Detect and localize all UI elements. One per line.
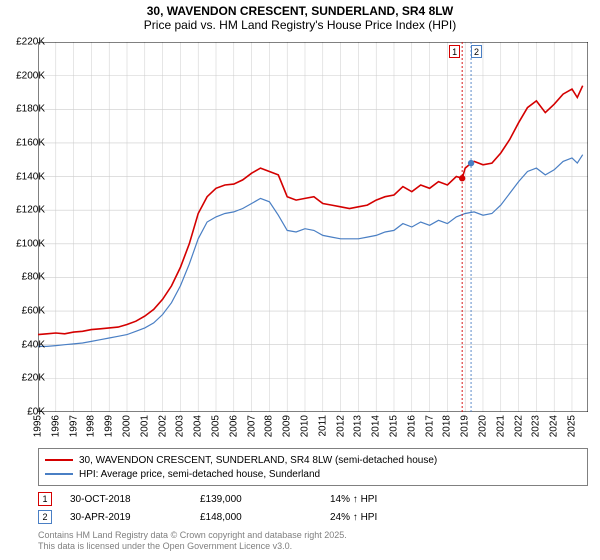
x-tick-label: 2015 xyxy=(388,415,399,437)
x-tick-label: 2006 xyxy=(228,415,239,437)
chart-container: 30, WAVENDON CRESCENT, SUNDERLAND, SR4 8… xyxy=(0,0,600,560)
footer-line: Contains HM Land Registry data © Crown c… xyxy=(38,530,347,541)
y-tick-label: £180K xyxy=(5,104,45,115)
x-tick-label: 2004 xyxy=(193,415,204,437)
x-tick-label: 2003 xyxy=(175,415,186,437)
x-tick-label: 1998 xyxy=(86,415,97,437)
x-tick-label: 2011 xyxy=(317,415,328,437)
x-tick-label: 2008 xyxy=(264,415,275,437)
x-tick-label: 2017 xyxy=(424,415,435,437)
x-tick-label: 2010 xyxy=(299,415,310,437)
x-tick-label: 1996 xyxy=(50,415,61,437)
y-tick-label: £140K xyxy=(5,171,45,182)
y-tick-label: £20K xyxy=(5,373,45,384)
y-tick-label: £160K xyxy=(5,137,45,148)
x-tick-label: 2001 xyxy=(139,415,150,437)
chart-titles: 30, WAVENDON CRESCENT, SUNDERLAND, SR4 8… xyxy=(0,0,600,32)
legend-swatch xyxy=(45,459,73,461)
x-tick-label: 2009 xyxy=(282,415,293,437)
y-tick-label: £100K xyxy=(5,238,45,249)
legend-label: HPI: Average price, semi-detached house,… xyxy=(79,469,320,480)
sale-hpi: 14% ↑ HPI xyxy=(330,494,460,505)
x-tick-label: 2024 xyxy=(549,415,560,437)
x-tick-label: 2021 xyxy=(495,415,506,437)
x-tick-label: 2022 xyxy=(513,415,524,437)
y-tick-label: £200K xyxy=(5,70,45,81)
x-tick-label: 2007 xyxy=(246,415,257,437)
sale-date: 30-APR-2019 xyxy=(70,512,200,523)
sale-price: £148,000 xyxy=(200,512,330,523)
y-tick-label: £80K xyxy=(5,272,45,283)
x-tick-label: 2019 xyxy=(460,415,471,437)
legend-row: 30, WAVENDON CRESCENT, SUNDERLAND, SR4 8… xyxy=(45,453,581,467)
y-tick-label: £60K xyxy=(5,306,45,317)
chart-marker-number: 2 xyxy=(471,45,482,58)
x-tick-label: 1995 xyxy=(33,415,44,437)
chart-marker-number: 1 xyxy=(449,45,460,58)
x-tick-label: 2012 xyxy=(335,415,346,437)
x-tick-label: 2018 xyxy=(442,415,453,437)
y-tick-label: £220K xyxy=(5,37,45,48)
legend-swatch xyxy=(45,473,73,475)
table-row: 2 30-APR-2019 £148,000 24% ↑ HPI xyxy=(38,508,588,526)
x-tick-label: 2000 xyxy=(121,415,132,437)
sale-marker-box: 2 xyxy=(38,510,52,524)
footer-line: This data is licensed under the Open Gov… xyxy=(38,541,347,552)
x-tick-label: 1997 xyxy=(68,415,79,437)
x-tick-label: 1999 xyxy=(104,415,115,437)
x-tick-label: 2025 xyxy=(566,415,577,437)
x-tick-label: 2023 xyxy=(531,415,542,437)
x-tick-label: 2020 xyxy=(477,415,488,437)
y-tick-label: £40K xyxy=(5,339,45,350)
x-tick-label: 2013 xyxy=(353,415,364,437)
sale-date: 30-OCT-2018 xyxy=(70,494,200,505)
chart-svg xyxy=(38,42,588,412)
title-sub: Price paid vs. HM Land Registry's House … xyxy=(0,18,600,32)
x-tick-label: 2005 xyxy=(210,415,221,437)
legend-label: 30, WAVENDON CRESCENT, SUNDERLAND, SR4 8… xyxy=(79,455,437,466)
footer: Contains HM Land Registry data © Crown c… xyxy=(38,530,347,553)
sale-hpi: 24% ↑ HPI xyxy=(330,512,460,523)
legend: 30, WAVENDON CRESCENT, SUNDERLAND, SR4 8… xyxy=(38,448,588,486)
sales-table: 1 30-OCT-2018 £139,000 14% ↑ HPI 2 30-AP… xyxy=(38,490,588,526)
x-tick-label: 2014 xyxy=(371,415,382,437)
sale-marker-box: 1 xyxy=(38,492,52,506)
sale-price: £139,000 xyxy=(200,494,330,505)
chart-area xyxy=(38,42,588,412)
y-tick-label: £120K xyxy=(5,205,45,216)
x-tick-label: 2002 xyxy=(157,415,168,437)
x-tick-label: 2016 xyxy=(406,415,417,437)
legend-row: HPI: Average price, semi-detached house,… xyxy=(45,467,581,481)
table-row: 1 30-OCT-2018 £139,000 14% ↑ HPI xyxy=(38,490,588,508)
title-main: 30, WAVENDON CRESCENT, SUNDERLAND, SR4 8… xyxy=(0,4,600,18)
